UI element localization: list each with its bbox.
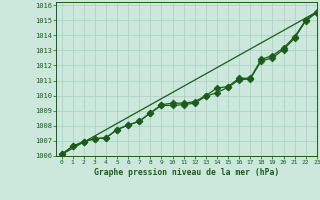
X-axis label: Graphe pression niveau de la mer (hPa): Graphe pression niveau de la mer (hPa) bbox=[94, 168, 279, 177]
